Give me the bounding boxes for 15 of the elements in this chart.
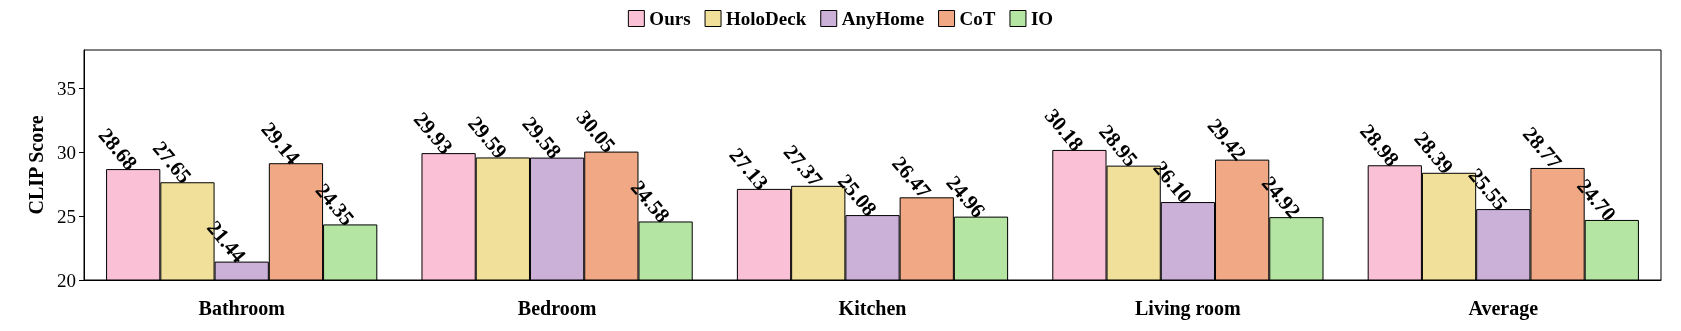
y-tick-label: 25: [57, 205, 76, 227]
legend-label: CoT: [959, 8, 996, 29]
legend-label: IO: [1030, 8, 1054, 29]
y-tick-label: 35: [57, 77, 76, 99]
y-axis-title: CLIP Score: [25, 115, 47, 215]
y-tick-label: 20: [57, 269, 76, 291]
x-tick-label: Average: [1468, 297, 1539, 320]
legend-label: Ours: [649, 8, 691, 29]
x-tick-label: Kitchen: [838, 297, 907, 319]
x-tick-label: Bedroom: [517, 297, 597, 319]
y-tick-label: 30: [57, 141, 76, 163]
legend-label: AnyHome: [841, 8, 925, 29]
legend-label: HoloDeck: [726, 8, 807, 29]
x-tick-label: Living room: [1135, 297, 1242, 320]
x-tick-label: Bathroom: [198, 297, 286, 319]
